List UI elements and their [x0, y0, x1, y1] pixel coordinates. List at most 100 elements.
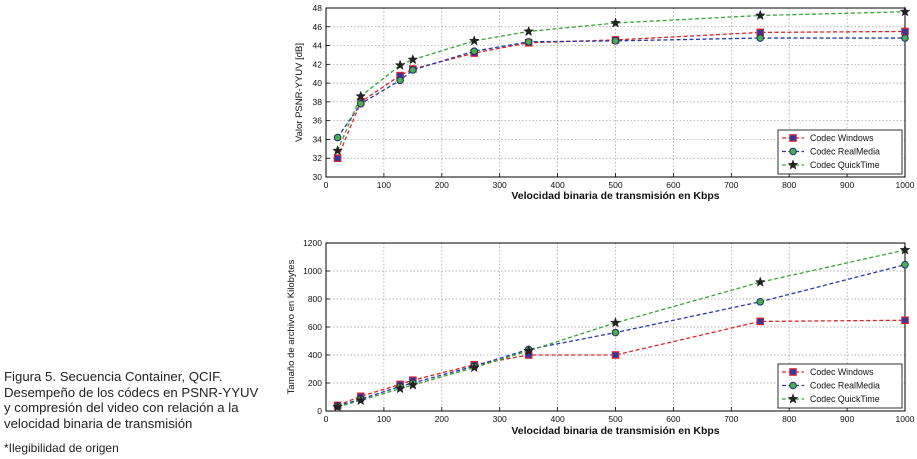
legend-item-realmedia: Codec RealMedia: [782, 147, 880, 157]
source-note: *Ilegibilidad de origen: [4, 441, 119, 455]
legend-label: Codec QuickTime: [810, 160, 880, 170]
legend-label: Codec Windows: [810, 367, 874, 377]
data-point-marker: [901, 316, 909, 325]
series-line: [337, 319, 906, 407]
data-point-marker: [407, 53, 419, 65]
data-point-marker: [333, 133, 342, 142]
data-point-marker: [611, 351, 620, 359]
data-point-marker: [356, 99, 365, 108]
data-point-marker: [610, 317, 621, 328]
data-point-marker: [756, 34, 765, 42]
caption-line: Figura 5. Secuencia Container, QCIF.: [4, 369, 223, 384]
data-point-marker: [470, 47, 479, 55]
x-tick-label: 1000: [896, 180, 915, 190]
data-point-marker: [355, 90, 367, 101]
legend-item-windows: Codec Windows: [782, 133, 874, 143]
data-point-marker: [789, 368, 797, 376]
x-tick-label: 300: [493, 180, 507, 190]
x-tick-label: 700: [724, 180, 738, 190]
x-tick-label: 700: [724, 414, 738, 424]
series-line: [337, 264, 906, 407]
data-point-marker: [332, 144, 344, 156]
data-point-marker: [394, 59, 406, 70]
data-point-marker: [899, 6, 911, 17]
data-point-marker: [754, 276, 766, 287]
x-tick-label: 500: [608, 180, 622, 190]
y-tick-label: 46: [313, 22, 323, 32]
y-tick-label: 34: [313, 134, 323, 144]
data-point-marker: [468, 361, 480, 373]
x-tick-label: 100: [377, 414, 391, 424]
data-point-marker: [754, 9, 766, 21]
data-point-marker: [901, 34, 909, 42]
data-point-marker: [787, 159, 799, 170]
series-quicktime: [332, 244, 911, 412]
series-realmedia: [333, 34, 909, 142]
x-tick-label: 800: [782, 414, 796, 424]
data-point-marker: [407, 379, 419, 390]
data-point-marker: [789, 147, 797, 156]
x-tick-label: 400: [551, 180, 565, 190]
legend: Codec Windows Codec RealMedia Codec QuickT…: [777, 129, 903, 175]
y-tick-label: 1200: [303, 238, 322, 248]
x-tick-label: 800: [782, 180, 796, 190]
data-point-marker: [355, 394, 367, 406]
legend-item-quicktime: Codec QuickTime: [782, 159, 880, 170]
x-tick-label: 400: [551, 414, 565, 424]
x-tick-label: 100: [377, 180, 391, 190]
x-tick-label: 600: [666, 180, 680, 190]
data-point-marker: [787, 393, 799, 404]
x-axis-label: Velocidad binaria de transmisión en Kbps: [511, 190, 719, 202]
filesize-chart: 0 100 200 300 400 500 600 700 800 900 1000 0 200 400 6…: [286, 238, 915, 437]
x-tick-label: 1000: [896, 414, 915, 424]
legend-label: Codec Windows: [810, 133, 874, 143]
y-tick-label: 30: [313, 172, 323, 182]
legend-item-quicktime: Codec QuickTime: [782, 393, 880, 404]
legend-label: Codec RealMedia: [810, 381, 880, 391]
x-axis-label: Velocidad binaria de transmisión en Kbps: [511, 425, 719, 437]
caption-line: Desempeño de los códecs en PSNR-YYUV: [4, 384, 259, 400]
data-point-marker: [611, 328, 620, 337]
x-tick-label: 0: [324, 414, 329, 424]
y-tick-label: 40: [313, 78, 323, 88]
x-tick-label: 900: [840, 414, 854, 424]
data-point-marker: [409, 66, 417, 74]
y-axis-label: Valor PSNR-YYUV [dB]: [294, 43, 305, 142]
legend: Codec Windows Codec RealMedia Codec QuickT…: [777, 363, 903, 409]
data-point-marker: [333, 154, 342, 163]
y-axis-label: Tamaño de archivo en Kilobytes: [286, 259, 297, 394]
y-tick-label: 800: [308, 294, 322, 304]
data-point-marker: [524, 38, 533, 46]
data-point-marker: [789, 134, 797, 142]
y-tick-label: 42: [313, 59, 323, 69]
y-tick-label: 48: [313, 3, 323, 13]
y-tick-label: 1000: [303, 266, 322, 276]
caption-line: y compresión del video con relación a la: [4, 400, 239, 415]
psnr-chart: 0 100 200 300 400 500 600 700 800 900 1000 30 32 34 36…: [294, 3, 915, 202]
legend-label: Codec QuickTime: [810, 394, 880, 404]
x-tick-label: 900: [840, 180, 854, 190]
y-tick-label: 0: [317, 406, 322, 416]
data-point-marker: [396, 76, 404, 85]
data-point-marker: [901, 27, 909, 36]
x-tick-label: 200: [435, 180, 449, 190]
data-point-marker: [611, 37, 620, 45]
legend-label: Codec RealMedia: [810, 147, 880, 157]
data-point-marker: [901, 260, 909, 269]
x-tick-label: 600: [666, 414, 680, 424]
y-tick-label: 200: [308, 378, 322, 388]
legend-item-realmedia: Codec RealMedia: [782, 381, 880, 391]
data-point-marker: [610, 17, 621, 28]
y-tick-label: 32: [313, 153, 323, 163]
data-point-marker: [523, 25, 535, 37]
caption-line: velocidad binaria de transmisión: [4, 415, 193, 431]
x-tick-label: 500: [608, 414, 622, 424]
series-line: [337, 37, 905, 138]
legend-item-windows: Codec Windows: [782, 367, 874, 377]
y-tick-label: 400: [308, 350, 322, 360]
data-point-marker: [394, 382, 406, 394]
y-tick-label: 38: [313, 97, 323, 107]
data-point-marker: [468, 35, 480, 46]
y-tick-label: 44: [313, 41, 323, 51]
